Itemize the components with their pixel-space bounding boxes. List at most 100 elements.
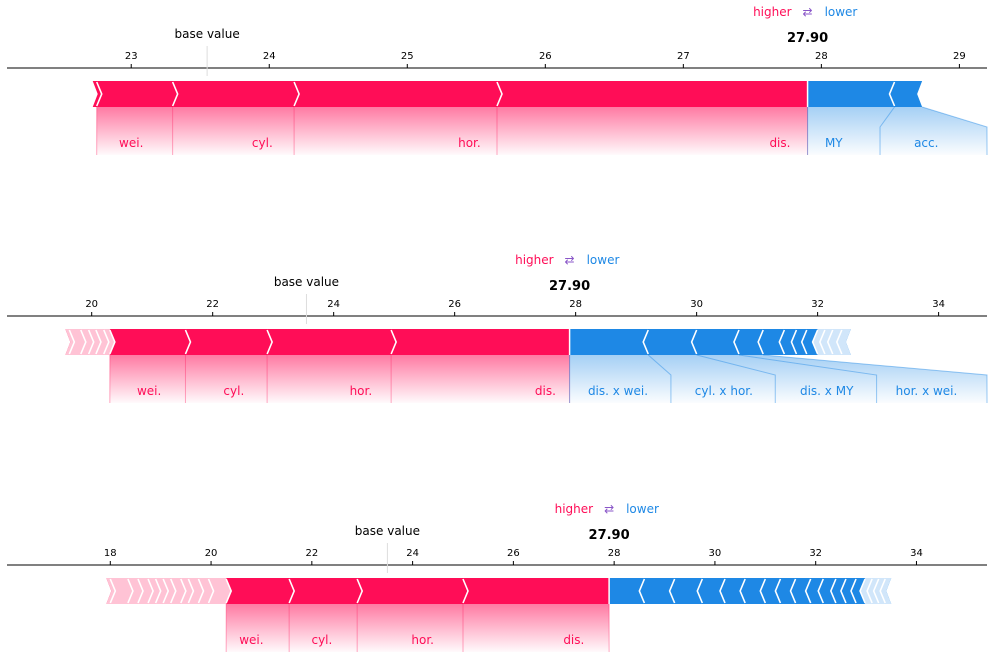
tick-label: 34 [910, 548, 923, 559]
positive-segment-divider [180, 578, 187, 604]
tick-label: 32 [809, 548, 822, 559]
tick-label: 28 [608, 548, 621, 559]
positive-segment-divider [103, 329, 110, 355]
force-plot-3: 18 20 22 24 26 28 30 32 34 base value higher ⇄ lower… [7, 502, 987, 652]
higher-lower-legend: higher ⇄ lower [555, 502, 659, 516]
lower-label: lower [587, 253, 620, 267]
negative-segment-divider [819, 329, 826, 355]
base-value-label: base value [355, 524, 420, 538]
positive-segment-divider [68, 329, 76, 355]
higher-label: higher [753, 5, 792, 19]
negative-segment-divider [840, 578, 847, 604]
positive-segment-divider [95, 329, 102, 355]
tick-label: 30 [709, 548, 722, 559]
base-value-label: base value [175, 27, 240, 41]
negative-segment-divider [829, 578, 837, 604]
positive-segment-divider [225, 578, 233, 604]
positive-segment-divider [266, 329, 273, 355]
negative-segment-divider [696, 578, 704, 604]
negative-segment-divider [759, 578, 767, 604]
tick-label: 30 [690, 299, 703, 310]
positive-segment-divider [170, 578, 177, 604]
positive-segment-divider [154, 578, 162, 604]
positive-label-region [294, 107, 497, 155]
output-value: 27.90 [549, 279, 590, 294]
positive-segment-divider [356, 578, 364, 604]
positive-segment-divider [390, 329, 398, 355]
positive-segment-divider [95, 81, 103, 107]
positive-segment-divider [87, 329, 95, 355]
positive-segment-divider [184, 329, 192, 355]
negative-label-region [880, 107, 987, 155]
higher-lower-legend: higher ⇄ lower [515, 253, 619, 267]
force-plot-1: 23 24 25 26 27 28 29 base value higher ⇄ lower 27.9… [7, 5, 988, 155]
positive-segment-divider [137, 578, 144, 604]
positive-segment-divider [147, 578, 154, 604]
positive-label-region [267, 355, 392, 403]
negative-segment-divider [739, 578, 746, 604]
negative-segment-divider [719, 578, 726, 604]
positive-label-region [226, 604, 290, 652]
output-value: 27.90 [787, 31, 828, 46]
negative-force-bar [569, 329, 851, 355]
positive-segment-divider [162, 578, 170, 604]
negative-label-region [807, 107, 895, 155]
positive-segment-divider [288, 578, 296, 604]
positive-small-forces [65, 329, 115, 355]
higher-lower-legend: higher ⇄ lower [753, 5, 857, 19]
negative-segment-divider [790, 329, 798, 355]
positive-segment-divider [496, 81, 503, 107]
negative-force-bar [807, 81, 923, 107]
label-divider [921, 106, 988, 155]
negative-segment-divider [638, 578, 646, 604]
negative-segment-divider [879, 578, 886, 604]
positive-label-region [172, 107, 295, 155]
negative-segment-divider [850, 578, 857, 604]
negative-segment-divider [690, 329, 698, 355]
tick-label: 26 [448, 299, 461, 310]
lower-label: lower [626, 502, 659, 516]
negative-segment-divider [859, 578, 866, 604]
positive-segment-divider [171, 81, 179, 107]
tick-label: 25 [401, 51, 414, 62]
positive-label-region [357, 604, 463, 652]
tick-label: 23 [125, 51, 138, 62]
tick-label: 26 [507, 548, 520, 559]
output-value: 27.90 [589, 528, 630, 543]
base-value-label: base value [274, 275, 339, 289]
negative-label-region [738, 355, 987, 403]
positive-segment-divider [187, 578, 195, 604]
negative-label-region [648, 355, 776, 403]
tick-label: 32 [811, 299, 824, 310]
positive-label-region [497, 107, 808, 155]
positive-label-region [96, 107, 173, 155]
swap-arrow-icon: ⇄ [565, 253, 575, 267]
label-divider [879, 106, 895, 155]
negative-segment-divider [872, 578, 880, 604]
label-divider [763, 354, 988, 403]
positive-segment-divider [80, 329, 87, 355]
positive-segment-divider [207, 578, 215, 604]
higher-label: higher [555, 502, 594, 516]
positive-label-region [289, 604, 358, 652]
negative-segment-divider [866, 578, 873, 604]
positive-label-region [462, 604, 610, 652]
tick-label: 24 [263, 51, 276, 62]
tick-label: 29 [953, 51, 966, 62]
negative-segment-divider [800, 329, 808, 355]
positive-segment-divider [197, 578, 205, 604]
negative-segment-divider [811, 329, 819, 355]
negative-segment-divider [835, 329, 843, 355]
negative-segment-divider [804, 578, 812, 604]
negative-segment-divider [826, 329, 834, 355]
tick-label: 26 [539, 51, 552, 62]
negative-segment-divider [774, 578, 782, 604]
tick-label: 24 [327, 299, 340, 310]
positive-segment-divider [462, 578, 469, 604]
positive-label-region [185, 355, 268, 403]
negative-label-region [696, 355, 877, 403]
lower-label: lower [825, 5, 858, 19]
positive-force-bar [65, 329, 570, 355]
positive-segment-divider [109, 578, 117, 604]
